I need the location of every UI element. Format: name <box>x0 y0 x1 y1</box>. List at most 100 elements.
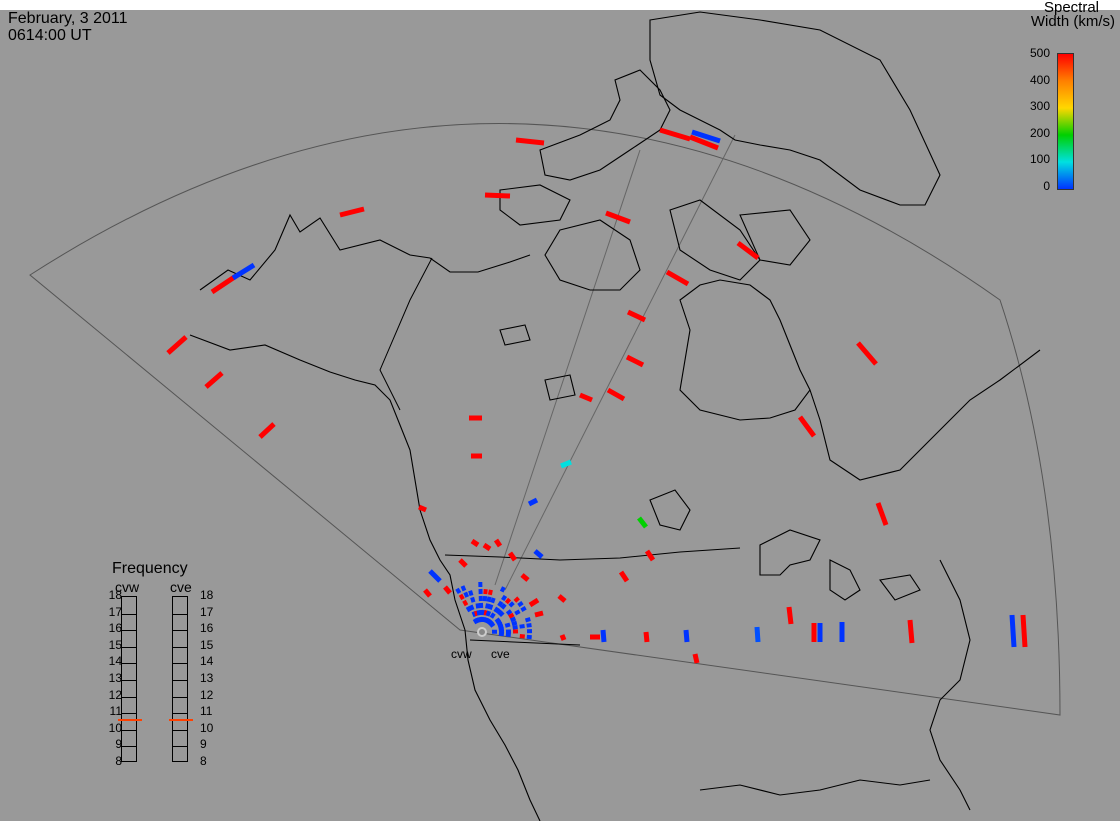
colorbar-tick: 200 <box>1022 126 1050 140</box>
frequency-tick: 18 <box>200 588 222 602</box>
colorbar-tick: 100 <box>1022 152 1050 166</box>
near-echo <box>505 625 510 626</box>
frequency-tick: 17 <box>200 605 222 619</box>
colorbar-tick: 300 <box>1022 99 1050 113</box>
echo <box>646 632 647 642</box>
near-echo <box>488 611 490 616</box>
frequency-gridline <box>122 614 136 615</box>
near-echo <box>510 603 514 606</box>
radar-site-marker <box>478 628 486 636</box>
near-echo <box>479 610 480 615</box>
frequency-tick: 17 <box>100 605 122 619</box>
near-echo <box>457 589 460 593</box>
echo <box>516 140 544 143</box>
frequency-tick: 10 <box>100 721 122 735</box>
frequency-gridline <box>173 680 187 681</box>
frequency-tick: 15 <box>100 638 122 652</box>
frequency-tick: 15 <box>200 638 222 652</box>
frequency-tick: 11 <box>200 704 222 718</box>
near-echo <box>476 618 478 623</box>
near-echo <box>502 604 505 608</box>
frequency-gridline <box>173 746 187 747</box>
near-echo <box>518 603 522 606</box>
near-echo <box>499 602 502 606</box>
frequency-gridline <box>173 713 187 714</box>
frequency-radar-cve: cve <box>170 579 192 595</box>
time-label: 0614:00 UT <box>8 27 92 44</box>
frequency-tick: 10 <box>200 721 222 735</box>
frequency-tick: 18 <box>100 588 122 602</box>
frequency-ladder-cve <box>172 596 188 762</box>
near-echo <box>511 619 516 621</box>
near-echo <box>472 597 473 602</box>
near-echo <box>520 626 525 627</box>
colorbar-scale <box>1057 53 1074 190</box>
near-echo <box>478 603 479 608</box>
echo <box>1023 615 1025 647</box>
frequency-tick: 14 <box>200 654 222 668</box>
colorbar-tick: 500 <box>1022 46 1050 60</box>
frequency-tick: 16 <box>100 621 122 635</box>
frequency-gridline <box>173 630 187 631</box>
echo <box>484 545 490 549</box>
frequency-tick: 16 <box>200 621 222 635</box>
frequency-gridline <box>173 697 187 698</box>
frequency-gridline <box>122 730 136 731</box>
near-echo <box>506 635 511 636</box>
colorbar-title-line2: Width (km/s) <box>1031 14 1115 30</box>
near-echo <box>503 596 506 600</box>
near-echo <box>465 592 467 597</box>
frequency-gridline <box>173 614 187 615</box>
near-echo <box>513 627 518 628</box>
frequency-gridline <box>122 630 136 631</box>
near-echo <box>471 605 473 610</box>
near-echo <box>491 614 494 618</box>
near-echo <box>490 590 491 595</box>
frequency-gridline <box>122 663 136 664</box>
echo <box>419 507 426 510</box>
echo <box>485 195 510 196</box>
echo <box>603 630 604 642</box>
frequency-title: Frequency <box>112 560 188 578</box>
frequency-gridline <box>122 746 136 747</box>
echo <box>695 654 697 663</box>
near-echo <box>526 619 531 620</box>
colorbar-tick: 0 <box>1022 179 1050 193</box>
near-echo <box>515 598 519 601</box>
frequency-tick: 11 <box>100 704 122 718</box>
near-echo <box>500 612 504 615</box>
near-echo <box>461 595 464 599</box>
frequency-tick: 8 <box>100 754 122 768</box>
frequency-tick: 9 <box>100 737 122 751</box>
frequency-tick: 8 <box>200 754 222 768</box>
near-echo <box>506 599 509 603</box>
near-echo <box>520 636 525 637</box>
frequency-tick: 12 <box>100 688 122 702</box>
near-echo <box>464 601 467 605</box>
near-echo <box>512 623 517 624</box>
frequency-gridline <box>122 647 136 648</box>
frequency-gridline <box>173 663 187 664</box>
date-label: February, 3 2011 <box>8 10 127 27</box>
frequency-gridline <box>173 730 187 731</box>
near-echo <box>521 608 525 610</box>
near-echo <box>507 611 511 614</box>
echo <box>535 613 543 615</box>
near-echo <box>499 634 504 635</box>
site-label-cve: cve <box>491 647 510 661</box>
echo <box>472 541 478 545</box>
echo <box>1012 615 1014 647</box>
echo <box>789 607 791 624</box>
near-echo <box>499 629 504 630</box>
site-label-cvw: cvw <box>451 647 472 661</box>
near-echo <box>490 605 492 610</box>
near-echo <box>502 587 504 592</box>
frequency-ladder-cvw <box>121 596 137 762</box>
echo <box>562 635 564 640</box>
near-echo <box>490 623 494 626</box>
frequency-gridline <box>173 647 187 648</box>
echo <box>686 630 687 642</box>
echo <box>496 540 500 546</box>
